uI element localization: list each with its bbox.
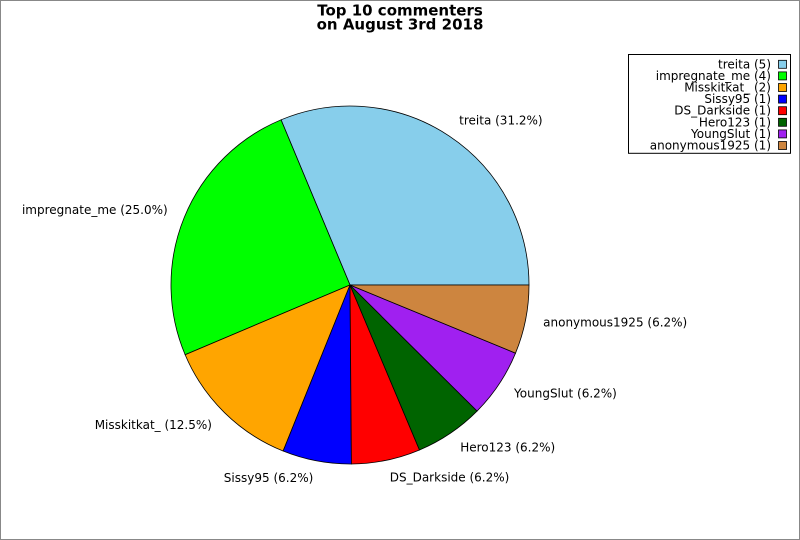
slice-label: impregnate_me (25.0%) xyxy=(22,203,168,217)
pie-slice xyxy=(184,284,351,452)
chart-title: Top 10 commenters xyxy=(317,2,483,20)
legend-swatch xyxy=(778,83,787,92)
pie-slice xyxy=(349,284,530,354)
legend-swatch xyxy=(778,94,787,104)
slice-label: Sissy95 (6.2%) xyxy=(224,471,314,485)
legend-box xyxy=(628,54,791,154)
chart-subtitle: on August 3rd 2018 xyxy=(317,16,484,34)
legend-swatch xyxy=(778,117,787,127)
legend-swatch xyxy=(778,129,787,139)
slice-label: Hero123 (6.2%) xyxy=(460,441,555,455)
slice-label: anonymous1925 (6.2%) xyxy=(543,316,687,330)
legend-swatch xyxy=(778,106,787,116)
slice-label: DS_Darkside (6.2%) xyxy=(390,470,510,484)
legend-label: Hero123 (1) xyxy=(699,115,771,129)
legend-label: DS_Darkside (1) xyxy=(674,104,771,118)
legend-swatch xyxy=(778,71,787,81)
legend-label: YoungSlut (1) xyxy=(690,127,771,141)
slice-label: YoungSlut (6.2%) xyxy=(513,386,617,400)
legend-label: impregnate_me (4) xyxy=(656,69,771,83)
legend-label: Sissy95 (1) xyxy=(704,92,771,106)
legend-label: anonymous1925 (1) xyxy=(650,139,771,153)
legend-label: treita (5) xyxy=(718,57,771,71)
slice-label: treita (31.2%) xyxy=(459,114,542,128)
pie-slice xyxy=(280,105,530,286)
legend-label: Misskitkat_ (2) xyxy=(684,81,771,95)
legend-swatch xyxy=(778,141,787,150)
legend-swatch xyxy=(778,59,787,69)
slice-label: Misskitkat_ (12.5%) xyxy=(95,418,212,432)
pie-slice xyxy=(170,119,351,356)
